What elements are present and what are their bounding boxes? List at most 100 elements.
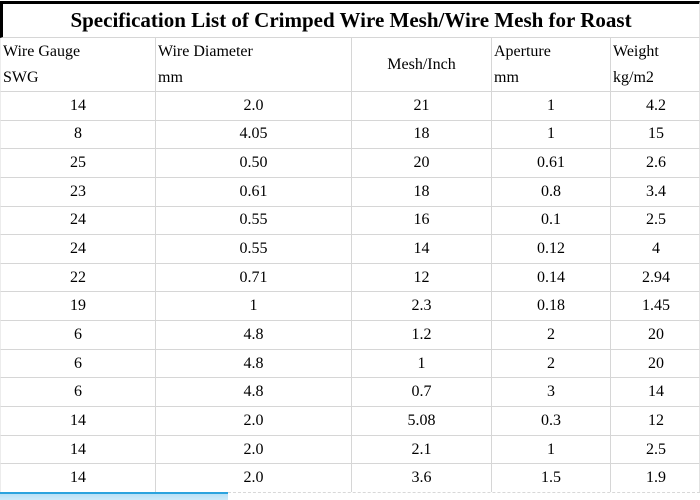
table-cell-wire-gauge: 8 bbox=[1, 120, 156, 149]
table-row: 8 4.05 18 1 15 bbox=[0, 120, 700, 150]
table-cell-mesh-inch: 1.2 bbox=[352, 321, 492, 349]
table-cell-aperture: 0.12 bbox=[492, 235, 611, 263]
table-cell-mesh-inch: 14 bbox=[352, 235, 492, 263]
column-header-line2: mm bbox=[494, 68, 519, 86]
table-cell-aperture: 2 bbox=[492, 321, 611, 349]
table-cell-wire-gauge: 23 bbox=[1, 177, 156, 206]
table-cell-wire-diameter: 0.61 bbox=[156, 177, 352, 206]
table-cell-wire-diameter: 2.0 bbox=[156, 407, 352, 435]
table-cell-wire-gauge: 14 bbox=[1, 435, 156, 464]
table-row: 24 0.55 14 0.12 4 bbox=[0, 235, 700, 264]
table-cell-mesh-inch: 2.1 bbox=[352, 435, 492, 464]
table-cell-wire-gauge: 14 bbox=[1, 407, 156, 435]
table-cell-aperture: 0.14 bbox=[492, 263, 611, 292]
table-cell-mesh-inch: 16 bbox=[352, 206, 492, 235]
table-row: 22 0.71 12 0.14 2.94 bbox=[0, 263, 700, 293]
table-cell-weight: 4 bbox=[652, 240, 660, 258]
table-cell-wire-gauge: 25 bbox=[1, 149, 156, 177]
table-cell-wire-diameter: 2.0 bbox=[156, 464, 352, 492]
table-cell-wire-diameter: 0.71 bbox=[156, 263, 352, 292]
table-title: Specification List of Crimped Wire Mesh/… bbox=[0, 1, 700, 38]
column-header-wire-gauge: Wire Gauge SWG bbox=[1, 38, 156, 91]
table-cell-aperture: 3 bbox=[492, 378, 611, 407]
horizontal-scrollbar-thumb[interactable] bbox=[0, 492, 228, 500]
table-row: 6 4.8 0.7 3 14 bbox=[0, 378, 700, 408]
table-cell-weight: 20 bbox=[648, 325, 664, 343]
table-cell-aperture: 1.5 bbox=[492, 464, 611, 492]
table-cell-weight: 14 bbox=[648, 383, 664, 401]
table-cell-wire-diameter: 0.55 bbox=[156, 235, 352, 263]
table-cell-weight: 1.9 bbox=[646, 469, 666, 487]
table-cell-aperture: 0.1 bbox=[492, 206, 611, 235]
column-header-mesh-inch: Mesh/Inch bbox=[352, 38, 492, 91]
column-header-line1: Weight bbox=[613, 43, 659, 60]
table-row: 6 4.8 1.2 2 20 bbox=[0, 321, 700, 350]
table-cell-wire-diameter: 0.55 bbox=[156, 206, 352, 235]
table-cell-wire-diameter: 4.8 bbox=[156, 349, 352, 378]
table-cell-wire-gauge: 19 bbox=[1, 292, 156, 321]
table-row: 23 0.61 18 0.8 3.4 bbox=[0, 177, 700, 207]
table-row: 6 4.8 1 2 20 bbox=[0, 349, 700, 379]
horizontal-scrollbar-track[interactable] bbox=[228, 492, 700, 500]
column-header-wire-diameter: Wire Diameter mm bbox=[156, 38, 352, 91]
table-cell-wire-diameter: 2.0 bbox=[156, 435, 352, 464]
column-header-line1: Mesh/Inch bbox=[387, 55, 456, 73]
table-row: 14 2.0 2.1 1 2.5 bbox=[0, 435, 700, 465]
table-cell-weight: 4.2 bbox=[646, 96, 666, 114]
table-row: 14 2.0 5.08 0.3 12 bbox=[0, 407, 700, 436]
table-row: 19 1 2.3 0.18 1.45 bbox=[0, 292, 700, 322]
table-cell-aperture: 0.3 bbox=[492, 407, 611, 435]
table-row: 14 2.0 21 1 4.2 bbox=[0, 92, 700, 121]
table-cell-aperture: 2 bbox=[492, 349, 611, 378]
table-cell-weight: 15 bbox=[648, 125, 664, 143]
table-row: 25 0.50 20 0.61 2.6 bbox=[0, 149, 700, 178]
table-cell-weight: 3.4 bbox=[646, 182, 666, 200]
table-body: 14 2.0 21 1 4.2 8 4.05 18 1 15 25 0.50 2… bbox=[0, 92, 700, 493]
table-cell-aperture: 1 bbox=[492, 120, 611, 149]
table-cell-wire-diameter: 4.8 bbox=[156, 321, 352, 349]
table-cell-aperture: 0.18 bbox=[492, 292, 611, 321]
table-cell-wire-diameter: 4.05 bbox=[156, 120, 352, 149]
column-header-line2: kg/m2 bbox=[613, 68, 654, 86]
table-cell-mesh-inch: 5.08 bbox=[352, 407, 492, 435]
table-row: 24 0.55 16 0.1 2.5 bbox=[0, 206, 700, 236]
table-cell-aperture: 1 bbox=[492, 435, 611, 464]
table-cell-wire-gauge: 14 bbox=[1, 92, 156, 120]
table-cell-wire-gauge: 24 bbox=[1, 206, 156, 235]
column-header-line2: mm bbox=[158, 68, 183, 86]
table-cell-mesh-inch: 18 bbox=[352, 177, 492, 206]
table-cell-aperture: 0.61 bbox=[492, 149, 611, 177]
table-header-row: Wire Gauge SWG Wire Diameter mm Mesh/Inc… bbox=[0, 38, 700, 92]
table-cell-weight: 2.94 bbox=[642, 268, 670, 286]
table-cell-wire-diameter: 4.8 bbox=[156, 378, 352, 407]
column-header-line1: Wire Diameter bbox=[158, 43, 253, 60]
column-header-line2: SWG bbox=[3, 68, 39, 86]
table-cell-mesh-inch: 12 bbox=[352, 263, 492, 292]
column-header-line1: Aperture bbox=[494, 43, 551, 60]
table-cell-mesh-inch: 1 bbox=[352, 349, 492, 378]
table-cell-mesh-inch: 2.3 bbox=[352, 292, 492, 321]
column-header-weight: Weight kg/m2 bbox=[611, 38, 700, 91]
horizontal-scrollbar[interactable] bbox=[0, 492, 700, 500]
table-cell-wire-diameter: 0.50 bbox=[156, 149, 352, 177]
column-header-line1: Wire Gauge bbox=[3, 43, 81, 60]
table-cell-weight: 20 bbox=[648, 354, 664, 372]
table-cell-mesh-inch: 20 bbox=[352, 149, 492, 177]
column-header-aperture: Aperture mm bbox=[492, 38, 611, 91]
table-cell-wire-gauge: 24 bbox=[1, 235, 156, 263]
table-row: 14 2.0 3.6 1.5 1.9 bbox=[0, 464, 700, 493]
table-cell-aperture: 0.8 bbox=[492, 177, 611, 206]
table-cell-mesh-inch: 0.7 bbox=[352, 378, 492, 407]
table-cell-mesh-inch: 21 bbox=[352, 92, 492, 120]
table-cell-weight: 1.45 bbox=[642, 297, 670, 315]
table-cell-weight: 2.6 bbox=[646, 154, 666, 172]
table-cell-wire-diameter: 1 bbox=[156, 292, 352, 321]
table-cell-mesh-inch: 3.6 bbox=[352, 464, 492, 492]
table-cell-wire-gauge: 6 bbox=[1, 349, 156, 378]
table-cell-weight: 2.5 bbox=[646, 211, 666, 229]
table-cell-wire-gauge: 6 bbox=[1, 378, 156, 407]
table-cell-weight: 12 bbox=[648, 411, 664, 429]
table-cell-wire-diameter: 2.0 bbox=[156, 92, 352, 120]
table-cell-wire-gauge: 22 bbox=[1, 263, 156, 292]
